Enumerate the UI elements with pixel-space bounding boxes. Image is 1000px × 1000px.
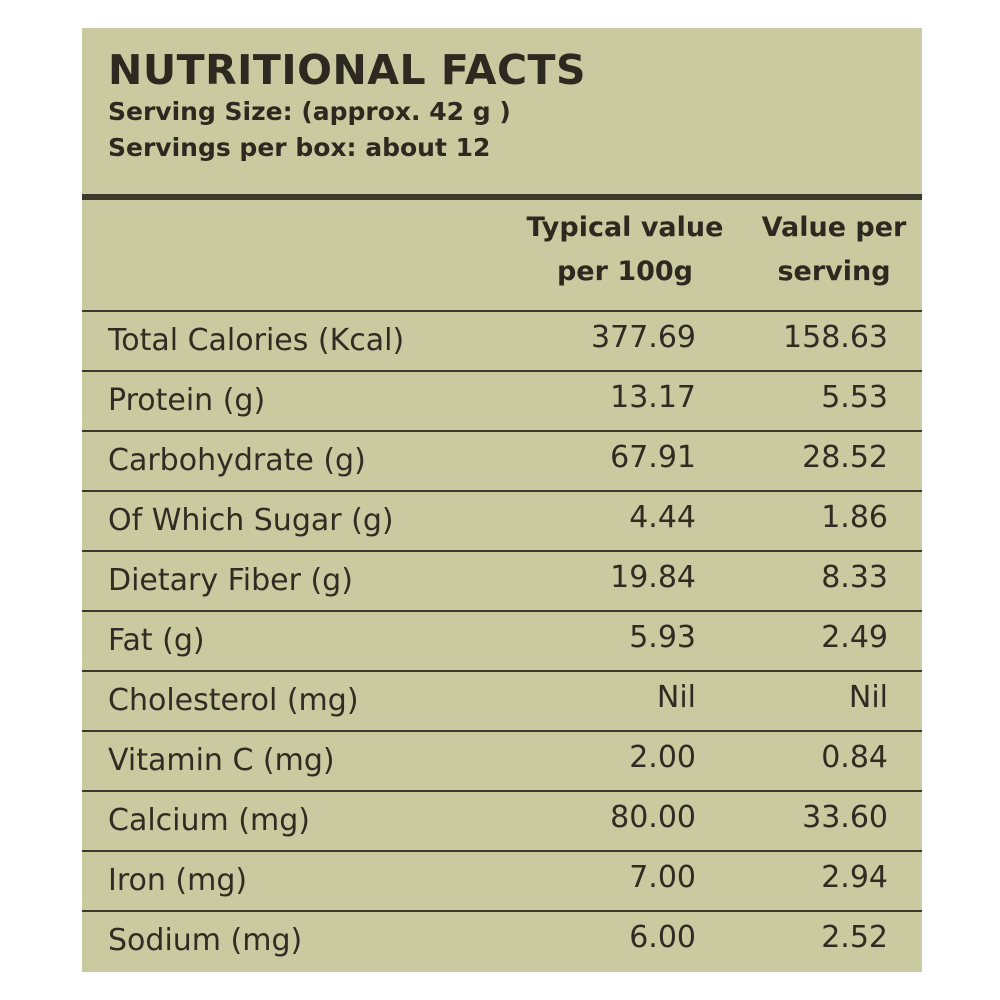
nutrient-name: Sodium (mg) xyxy=(108,923,303,958)
table-row: Carbohydrate (g) 67.91 28.52 xyxy=(82,430,922,490)
table-row: Sodium (mg) 6.00 2.52 xyxy=(82,910,922,970)
value-per-serving: 2.52 xyxy=(821,920,888,955)
column-header-per-serving-line2: serving xyxy=(777,256,891,287)
value-per-100g: 5.93 xyxy=(629,620,696,655)
nutrient-name: Of Which Sugar (g) xyxy=(108,503,394,538)
table-row: Fat (g) 5.93 2.49 xyxy=(82,610,922,670)
value-per-serving: 0.84 xyxy=(821,740,888,775)
value-per-100g: 377.69 xyxy=(591,320,696,355)
nutrient-name: Calcium (mg) xyxy=(108,803,310,838)
serving-size-text: Serving Size: (approx. 42 g ) xyxy=(108,97,511,126)
column-header-per-100g-line1: Typical value xyxy=(526,212,724,243)
nutrition-header: NUTRITIONAL FACTS Serving Size: (approx.… xyxy=(108,46,912,166)
column-header-per-serving-line1: Value per xyxy=(761,212,907,243)
value-per-serving: 8.33 xyxy=(821,560,888,595)
value-per-100g: 2.00 xyxy=(629,740,696,775)
value-per-100g: 19.84 xyxy=(610,560,696,595)
table-row: Cholesterol (mg) Nil Nil xyxy=(82,670,922,730)
nutrient-name: Vitamin C (mg) xyxy=(108,743,335,778)
value-per-serving: 28.52 xyxy=(802,440,888,475)
value-per-100g: 6.00 xyxy=(629,920,696,955)
column-header-per-serving: Value per serving xyxy=(746,206,922,294)
servings-per-box-text: Servings per box: about 12 xyxy=(108,133,491,162)
header-divider xyxy=(82,194,922,200)
value-per-serving: 2.49 xyxy=(821,620,888,655)
value-per-100g: 7.00 xyxy=(629,860,696,895)
table-row: Vitamin C (mg) 2.00 0.84 xyxy=(82,730,922,790)
nutrient-name: Iron (mg) xyxy=(108,863,248,898)
nutrient-name: Cholesterol (mg) xyxy=(108,683,359,718)
value-per-100g: Nil xyxy=(656,680,696,715)
table-row: Iron (mg) 7.00 2.94 xyxy=(82,850,922,910)
value-per-serving: Nil xyxy=(848,680,888,715)
value-per-100g: 67.91 xyxy=(610,440,696,475)
table-row: Protein (g) 13.17 5.53 xyxy=(82,370,922,430)
value-per-100g: 13.17 xyxy=(610,380,696,415)
nutrient-name: Carbohydrate (g) xyxy=(108,443,366,478)
value-per-serving: 33.60 xyxy=(802,800,888,835)
table-row: Dietary Fiber (g) 19.84 8.33 xyxy=(82,550,922,610)
value-per-serving: 2.94 xyxy=(821,860,888,895)
nutrient-name: Total Calories (Kcal) xyxy=(108,323,405,358)
column-header-per-100g: Typical value per 100g xyxy=(516,206,734,294)
table-row: Of Which Sugar (g) 4.44 1.86 xyxy=(82,490,922,550)
column-headers: Typical value per 100g Value per serving xyxy=(82,206,922,310)
value-per-serving: 5.53 xyxy=(821,380,888,415)
nutrition-table: Total Calories (Kcal) 377.69 158.63 Prot… xyxy=(82,310,922,970)
value-per-100g: 80.00 xyxy=(610,800,696,835)
column-header-per-100g-line2: per 100g xyxy=(556,256,694,287)
nutrition-title: NUTRITIONAL FACTS xyxy=(108,46,587,94)
value-per-100g: 4.44 xyxy=(629,500,696,535)
nutrient-name: Fat (g) xyxy=(108,623,205,658)
value-per-serving: 1.86 xyxy=(821,500,888,535)
nutrient-name: Protein (g) xyxy=(108,383,266,418)
table-row: Total Calories (Kcal) 377.69 158.63 xyxy=(82,310,922,370)
nutrition-facts-panel: NUTRITIONAL FACTS Serving Size: (approx.… xyxy=(82,28,922,972)
nutrient-name: Dietary Fiber (g) xyxy=(108,563,353,598)
value-per-serving: 158.63 xyxy=(783,320,888,355)
table-row: Calcium (mg) 80.00 33.60 xyxy=(82,790,922,850)
